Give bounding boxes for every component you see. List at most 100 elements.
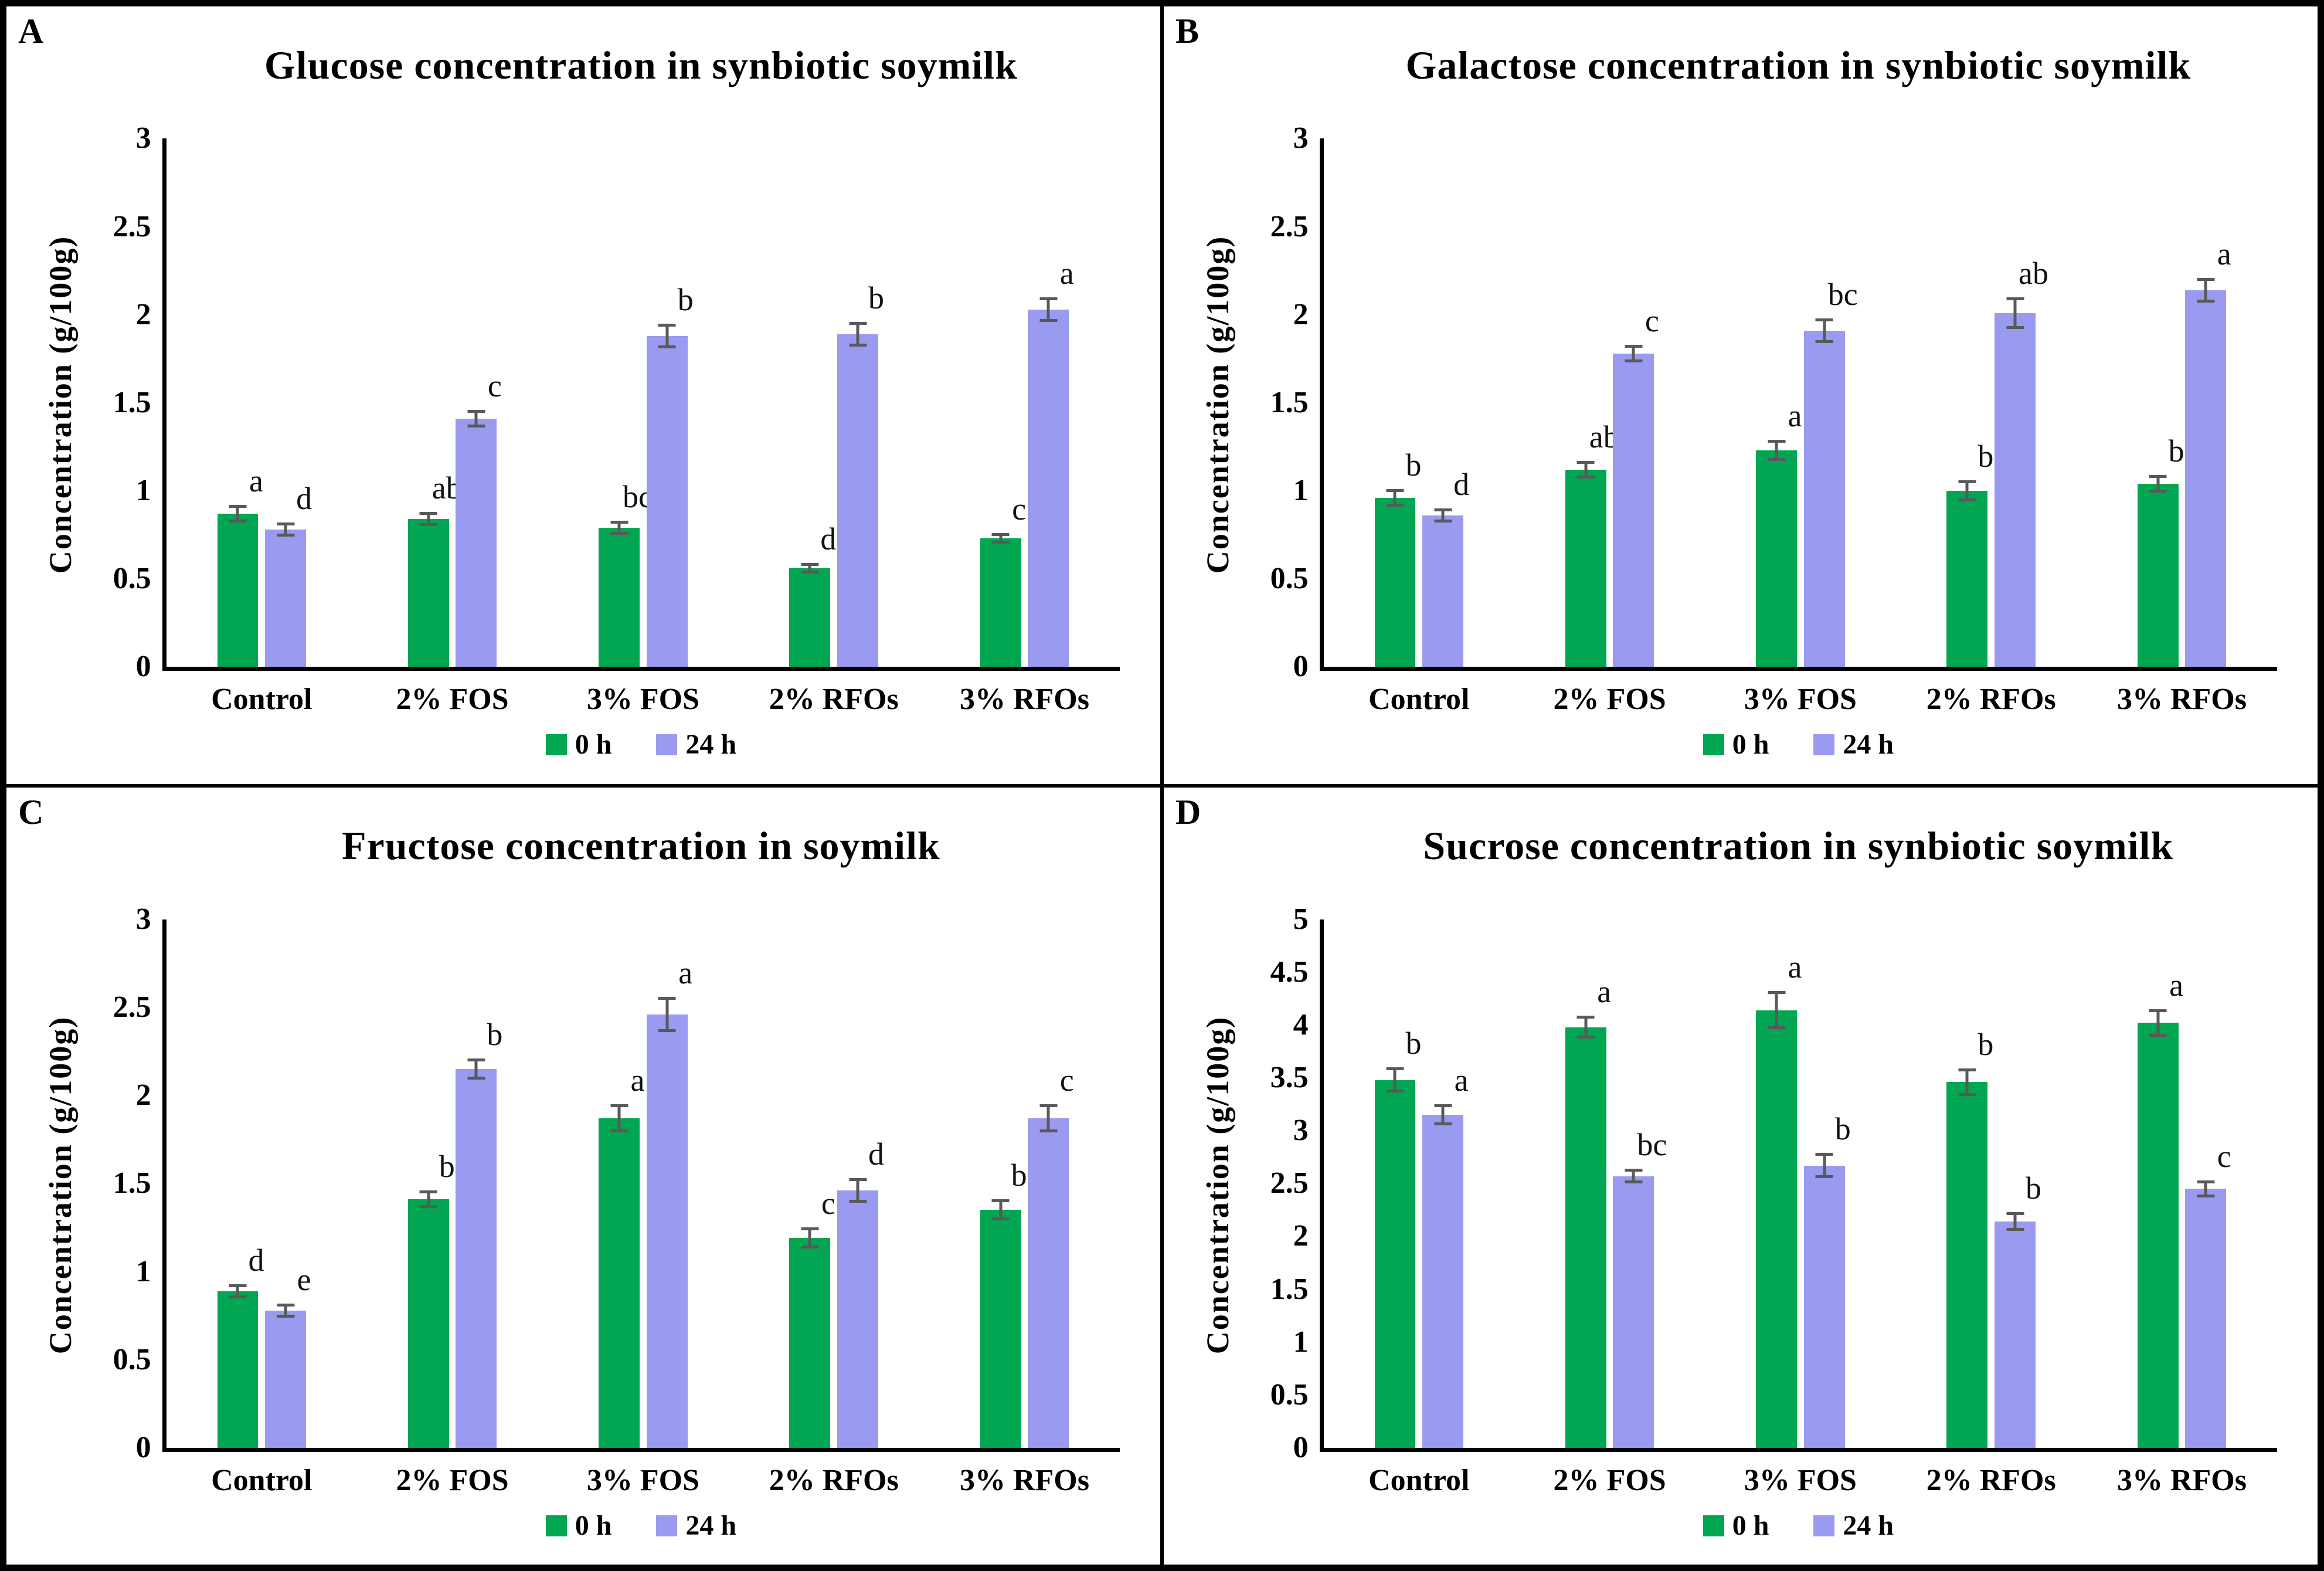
error-bar bbox=[617, 521, 621, 535]
legend-swatch-icon bbox=[545, 734, 567, 756]
bar-24h bbox=[1803, 1165, 1845, 1448]
bar-0h bbox=[1756, 450, 1798, 667]
panel-letter: C bbox=[18, 792, 44, 832]
error-bar bbox=[1047, 1104, 1050, 1133]
legend-entry-24h: 24 h bbox=[656, 731, 736, 759]
legend-entry-24h: 24 h bbox=[656, 1509, 737, 1541]
error-bar bbox=[1775, 991, 1778, 1030]
y-tick-label: 0 bbox=[1293, 1430, 1309, 1464]
error-bar bbox=[1441, 508, 1445, 523]
bar-24h bbox=[1422, 515, 1464, 667]
x-tick-label: 3% FOS bbox=[586, 1463, 699, 1497]
legend-label: 0 h bbox=[575, 1509, 612, 1541]
bar-24h bbox=[1613, 1176, 1654, 1448]
y-tick-label: 0.5 bbox=[1270, 562, 1309, 596]
y-tick-label: 1.5 bbox=[113, 385, 151, 419]
legend-swatch-icon bbox=[1813, 1515, 1835, 1536]
bar-0h bbox=[1565, 469, 1606, 667]
legend: 0 h 24 h bbox=[1320, 1509, 2277, 1541]
error-bar bbox=[1632, 344, 1635, 362]
plot-area: 0 0.5 1 1.5 2 2.5 3 Control d e 2% FOS b b 3% FOS a a 2%… bbox=[113, 904, 1120, 1495]
significance-letter: c bbox=[1645, 303, 1659, 338]
y-tick-label: 3 bbox=[135, 121, 151, 155]
significance-letter: b bbox=[677, 281, 694, 317]
x-tick-label: 3% RFOs bbox=[2116, 1463, 2247, 1497]
significance-letter: a bbox=[1788, 398, 1802, 433]
bar-0h bbox=[217, 1291, 259, 1448]
panel-letter: B bbox=[1175, 12, 1200, 50]
y-tick-label: 2 bbox=[135, 297, 151, 331]
x-tick-label: Control bbox=[1368, 1463, 1470, 1497]
significance-letter: b bbox=[1978, 438, 1994, 474]
y-tick-label: 2.5 bbox=[113, 209, 151, 243]
significance-letter: a bbox=[1597, 973, 1612, 1009]
y-tick-label: 3.5 bbox=[1270, 1061, 1309, 1095]
bar-0h bbox=[1946, 491, 1988, 667]
bar-24h bbox=[1995, 1221, 2036, 1448]
y-tick-label: 3 bbox=[1293, 1114, 1309, 1148]
panel-fructose: C Fructose concentration in soymilk Conc… bbox=[5, 785, 1162, 1566]
significance-letter: ab bbox=[2019, 255, 2048, 291]
x-tick-label: 3% RFOs bbox=[959, 1463, 1089, 1497]
bar-0h bbox=[1756, 1010, 1798, 1448]
significance-letter: bc bbox=[1637, 1127, 1667, 1163]
x-tick-label: 2% FOS bbox=[396, 683, 509, 717]
chart-title: Galactose concentration in synbiotic soy… bbox=[1405, 42, 2192, 87]
significance-letter: b bbox=[1011, 1158, 1027, 1193]
error-bar bbox=[2013, 1212, 2017, 1231]
error-bar bbox=[2156, 474, 2160, 493]
y-axis-label: Concentration (g/100g) bbox=[1200, 1016, 1235, 1355]
chart-title: Sucrose concentration in synbiotic soymi… bbox=[1423, 823, 2174, 868]
x-tick-label: 2% RFOs bbox=[769, 683, 899, 717]
significance-letter: b bbox=[487, 1017, 503, 1053]
significance-letter: d bbox=[296, 481, 312, 517]
legend-label: 24 h bbox=[1843, 729, 1894, 761]
x-tick-label: Control bbox=[211, 683, 312, 717]
legend-entry-0h: 0 h bbox=[1703, 731, 1769, 759]
y-tick-label: 0.5 bbox=[113, 1342, 151, 1376]
plot-area: 0 0.5 1 1.5 2 2.5 3 3.5 4 4.5 5 Control b a 2% FOS a bc 3… bbox=[1270, 904, 2278, 1495]
significance-letter: a bbox=[1454, 1063, 1469, 1098]
y-tick-label: 0.5 bbox=[1270, 1377, 1309, 1411]
error-bar bbox=[999, 533, 1003, 544]
y-tick-label: 2.5 bbox=[1270, 209, 1309, 243]
x-tick-label: 2% FOS bbox=[1553, 1463, 1666, 1497]
chart-title: Fructose concentration in soymilk bbox=[341, 823, 940, 868]
bar-0h bbox=[599, 528, 640, 667]
y-tick-label: 0 bbox=[135, 650, 151, 684]
legend-swatch-icon bbox=[1813, 734, 1835, 756]
x-tick-label: 3% FOS bbox=[1744, 1463, 1857, 1497]
error-bar bbox=[427, 1190, 430, 1209]
y-tick-label: 1 bbox=[1293, 474, 1309, 507]
bar-24h bbox=[837, 1190, 878, 1448]
significance-letter: d bbox=[868, 1136, 884, 1172]
significance-letter: a bbox=[2169, 968, 2184, 1003]
legend-label: 24 h bbox=[685, 1509, 737, 1541]
y-tick-label: 5 bbox=[1293, 902, 1309, 936]
legend-swatch-icon bbox=[545, 1515, 567, 1536]
y-tick-label: 1.5 bbox=[113, 1166, 151, 1200]
y-tick-label: 2 bbox=[135, 1078, 151, 1112]
bar-0h bbox=[599, 1118, 640, 1448]
chart-title: Glucose concentration in synbiotic soymi… bbox=[264, 42, 1018, 87]
legend-entry-0h: 0 h bbox=[545, 1509, 612, 1541]
x-tick-label: 3% RFOs bbox=[2116, 683, 2247, 717]
x-tick-label: 3% FOS bbox=[1744, 683, 1857, 717]
legend-swatch-icon bbox=[656, 734, 678, 756]
error-bar bbox=[1584, 460, 1588, 479]
bar-0h bbox=[217, 514, 259, 667]
error-bar bbox=[1584, 1015, 1588, 1039]
legend: 0 h 24 h bbox=[162, 731, 1120, 759]
legend-swatch-icon bbox=[1703, 1515, 1724, 1536]
legend-swatch-icon bbox=[656, 1515, 678, 1536]
significance-letter: c bbox=[2217, 1138, 2231, 1174]
panel-sucrose: D Sucrose concentration in synbiotic soy… bbox=[1162, 785, 2319, 1566]
error-bar bbox=[1393, 488, 1397, 507]
legend-label: 0 h bbox=[1732, 1509, 1769, 1541]
error-bar bbox=[1047, 297, 1050, 322]
y-tick-label: 1 bbox=[135, 1254, 151, 1288]
error-bar bbox=[427, 512, 430, 527]
bar-24h bbox=[837, 334, 878, 667]
error-bar bbox=[236, 1284, 239, 1298]
